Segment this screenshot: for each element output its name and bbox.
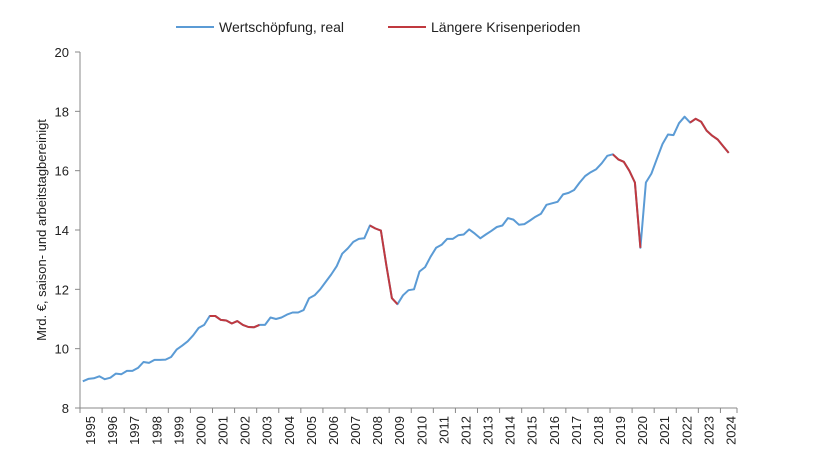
crisis-segment-line [369,224,399,305]
x-tick-label: 2012 [458,416,473,445]
x-tick-label: 2016 [547,416,562,445]
x-tick-label: 2010 [414,416,429,445]
x-tick-label: 2015 [525,416,540,445]
x-tick-label: 2006 [326,416,341,445]
x-tick-label: 2022 [679,416,694,445]
x-tick-label: 2018 [591,416,606,445]
x-tick-label: 2008 [370,416,385,445]
x-tick-label: 1997 [127,416,142,445]
y-tick-label: 12 [55,282,69,297]
x-tick-label: 2013 [481,416,496,445]
crisis-segment-line [689,117,730,154]
x-tick-label: 1995 [83,416,98,445]
y-axis-title: Mrd. €, saison- und arbeitstagbereinigt [34,119,49,341]
x-tick-label: 2005 [304,416,319,445]
x-tick-label: 2014 [503,416,518,445]
series-line-main [82,115,730,383]
x-tick-label: 2024 [723,416,738,445]
x-tick-label: 2011 [436,416,451,444]
y-tick-label: 20 [55,45,69,60]
x-tick-label: 2004 [282,416,297,445]
y-tick-label: 10 [55,342,69,357]
x-axis: 1995 1996 1997 1998 1999 2000 2001 2002 2003 2004… [79,408,738,445]
x-tick-label: 2001 [216,416,231,445]
crisis-segment-line [209,315,260,329]
series-main [82,115,730,383]
series-crisis [209,117,730,329]
x-tick-label: 2023 [701,416,716,445]
x-tick-label: 2009 [392,416,407,445]
x-tick-label: 2019 [613,416,628,445]
y-tick-label: 18 [55,104,69,119]
x-tick-label: 2021 [657,416,672,445]
y-tick-label: 16 [55,164,69,179]
x-tick-label: 2017 [569,416,584,445]
legend: Wertschöpfung, real Längere Krisenperiod… [176,19,580,35]
y-tick-label: 14 [55,223,69,238]
x-tick-label: 1996 [105,416,120,445]
y-axis: 8 10 12 14 16 18 20 [55,45,80,416]
y-tick-label: 8 [62,401,69,416]
legend-label-crisis: Längere Krisenperioden [431,19,580,35]
x-tick-label: 1998 [149,416,164,445]
crisis-segment-line [612,153,642,248]
x-tick-label: 2002 [238,416,253,445]
x-tick-label: 1999 [171,416,186,445]
x-tick-label: 2007 [348,416,363,445]
x-tick-label: 2000 [193,416,208,445]
x-tick-label: 2020 [635,416,650,445]
legend-label-main: Wertschöpfung, real [219,19,344,35]
x-tick-label: 2003 [260,416,275,445]
